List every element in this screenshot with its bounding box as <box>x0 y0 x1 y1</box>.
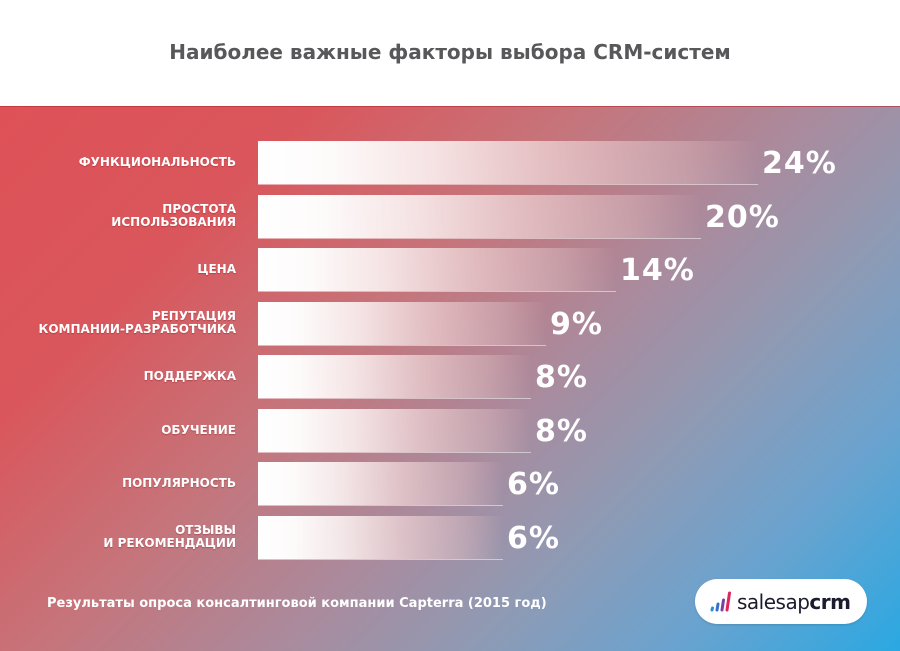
bar-row: ЦЕНА 14% <box>0 248 900 291</box>
bar-label-line: ОБУЧЕНИЕ <box>161 422 236 437</box>
bar-label: ЦЕНА <box>197 248 236 291</box>
bar-label: ПРОСТОТА ИСПОЛЬЗОВАНИЯ <box>111 195 236 238</box>
bar-value-label: 8% <box>535 360 588 395</box>
bar-label-line: ПОДДЕРЖКА <box>143 369 236 383</box>
bar-value-label: 24% <box>762 146 837 181</box>
bar-label: ПОДДЕРЖКА <box>144 355 236 398</box>
header: Наиболее важные факторы выбора CRM-систе… <box>0 0 900 106</box>
bar-label-line: ПРОСТОТА <box>162 202 236 216</box>
bar-label-line: ФУНКЦИОНАЛЬНОСТЬ <box>78 155 236 169</box>
bar-label-line: И РЕКОМЕНДАЦИИ <box>103 536 236 550</box>
source-footnote: Результаты опроса консалтинговой компани… <box>47 596 547 611</box>
bar-value-label: 6% <box>507 520 560 556</box>
bar-label-line: ПОПУЛЯРНОСТЬ <box>122 476 236 490</box>
bar <box>258 462 503 505</box>
bar-row: ПОПУЛЯРНОСТЬ 6% <box>0 462 900 505</box>
bar <box>258 355 531 398</box>
bar-label-line: ИСПОЛЬЗОВАНИЯ <box>111 215 236 229</box>
bar-value-label: 6% <box>507 467 560 502</box>
bar-label-line: РЕПУТАЦИЯ <box>151 309 236 323</box>
bar-label-line: ОТЗЫВЫ <box>175 523 236 537</box>
logo-text: salesapcrm <box>737 589 851 614</box>
bar-label-line: КОМПАНИИ-РАЗРАБОТЧИКА <box>38 322 236 336</box>
bar-value-label: 14% <box>620 253 695 288</box>
bar <box>258 301 546 345</box>
bar-value-label: 9% <box>550 306 603 342</box>
bar <box>258 248 616 291</box>
bar-value-label: 8% <box>535 413 588 449</box>
bar-value-label: 20% <box>705 199 780 235</box>
bar-label: ОБУЧЕНИЕ <box>161 409 236 452</box>
panel-divider <box>0 106 900 107</box>
bar-chart-logo-icon <box>710 591 731 611</box>
bar-label: ПОПУЛЯРНОСТЬ <box>122 462 236 505</box>
bar-label: РЕПУТАЦИЯ КОМПАНИИ-РАЗРАБОТЧИКА <box>39 302 236 345</box>
bar-label-line: ЦЕНА <box>197 262 236 276</box>
bar-row: ПОДДЕРЖКА 8% <box>0 355 900 398</box>
bar-row: РЕПУТАЦИЯ КОМПАНИИ-РАЗРАБОТЧИКА 9% <box>0 301 900 345</box>
bar <box>258 408 531 452</box>
bar-row: ОТЗЫВЫ И РЕКОМЕНДАЦИИ 6% <box>0 515 900 559</box>
bar <box>258 194 701 238</box>
bar-row: ПРОСТОТА ИСПОЛЬЗОВАНИЯ 20% <box>0 194 900 238</box>
bar-label: ОТЗЫВЫ И РЕКОМЕНДАЦИИ <box>103 516 236 559</box>
salesap-logo: salesapcrm <box>695 579 867 624</box>
bar-row: ФУНКЦИОНАЛЬНОСТЬ 24% <box>0 141 900 184</box>
bar-label: ФУНКЦИОНАЛЬНОСТЬ <box>79 141 236 184</box>
bar-row: ОБУЧЕНИЕ 8% <box>0 408 900 452</box>
chart-title: Наиболее важные факторы выбора CRM-систе… <box>169 40 731 64</box>
bar <box>258 515 503 559</box>
bar <box>258 141 758 184</box>
